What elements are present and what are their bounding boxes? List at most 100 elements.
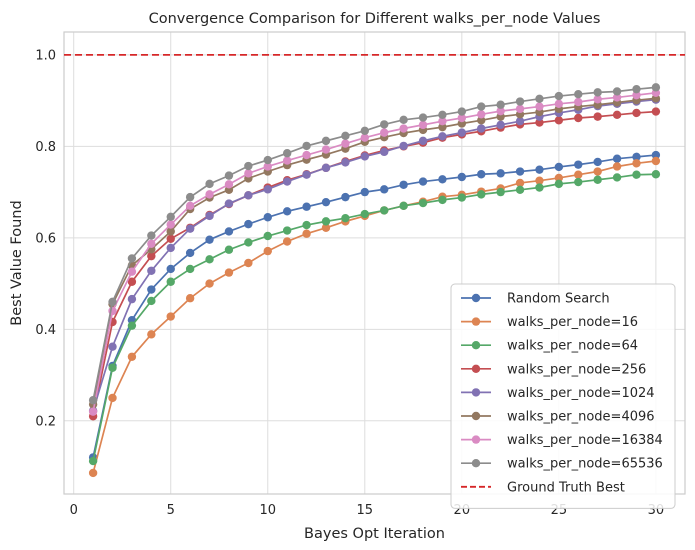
- data-point: [127, 254, 137, 263]
- data-point: [515, 116, 525, 126]
- series-5: [88, 95, 661, 415]
- data-point: [166, 312, 175, 321]
- data-point: [360, 126, 369, 136]
- data-point: [612, 173, 622, 182]
- legend-label: walks_per_node=1024: [507, 386, 655, 401]
- data-point: [593, 157, 602, 167]
- data-point: [263, 155, 272, 165]
- data-point: [535, 176, 544, 185]
- data-point: [535, 165, 544, 174]
- data-point: [127, 352, 137, 361]
- series-layer: [88, 83, 661, 478]
- data-point: [438, 195, 447, 205]
- data-point: [147, 296, 156, 306]
- data-point: [321, 163, 331, 173]
- data-point: [477, 110, 486, 119]
- data-point: [612, 154, 622, 163]
- data-point: [185, 248, 195, 258]
- y-tick-label: 0.4: [35, 323, 56, 338]
- data-point: [302, 170, 311, 179]
- data-point: [438, 122, 447, 132]
- data-point: [554, 162, 564, 172]
- data-point: [515, 97, 525, 106]
- data-point: [651, 170, 661, 179]
- legend-item: walks_per_node=16: [461, 315, 638, 330]
- legend-label: walks_per_node=256: [507, 362, 646, 377]
- data-point: [341, 139, 350, 148]
- data-point: [477, 170, 486, 179]
- data-point: [224, 180, 234, 189]
- data-point: [263, 231, 272, 241]
- legend: Random Search walks_per_node=16 walks_per_…: [450, 283, 676, 509]
- data-point: [380, 120, 389, 129]
- data-point: [108, 342, 117, 351]
- legend-marker: [471, 341, 481, 350]
- data-point: [496, 169, 505, 178]
- series-8: [88, 83, 661, 405]
- data-point: [224, 199, 234, 208]
- y-tick-label: 1.0: [35, 48, 56, 63]
- data-point: [302, 220, 311, 230]
- data-point: [341, 192, 350, 202]
- data-point: [108, 363, 117, 372]
- data-point: [263, 213, 272, 222]
- data-point: [477, 102, 486, 111]
- data-point: [282, 226, 292, 235]
- y-tick-label: 0.6: [35, 231, 56, 246]
- data-point: [399, 180, 408, 189]
- data-point: [515, 185, 525, 195]
- legend-item: walks_per_node=16384: [461, 433, 663, 448]
- data-point: [438, 116, 447, 126]
- data-point: [612, 162, 622, 171]
- data-point: [282, 149, 292, 158]
- data-point: [185, 192, 195, 202]
- legend-label: Ground Truth Best: [507, 480, 625, 495]
- data-point: [477, 116, 486, 125]
- data-point: [399, 141, 408, 151]
- data-point: [457, 107, 467, 116]
- data-point: [554, 99, 564, 109]
- data-point: [205, 179, 214, 189]
- data-point: [127, 294, 137, 304]
- data-point: [612, 93, 622, 102]
- data-point: [418, 113, 428, 122]
- data-point: [632, 159, 641, 168]
- data-point: [88, 468, 98, 478]
- y-axis-label: Best Value Found: [9, 200, 25, 325]
- legend-item: Random Search: [461, 292, 610, 307]
- data-point: [399, 124, 408, 133]
- data-point: [341, 213, 350, 223]
- data-point: [263, 162, 272, 171]
- data-point: [282, 207, 292, 216]
- data-point: [496, 106, 505, 116]
- data-point: [205, 211, 214, 221]
- data-point: [360, 133, 369, 142]
- data-point: [321, 223, 331, 232]
- data-point: [127, 277, 137, 286]
- data-point: [457, 113, 467, 123]
- y-tick-label: 0.2: [35, 414, 56, 429]
- data-point: [147, 285, 156, 294]
- data-point: [574, 97, 583, 107]
- data-point: [88, 456, 98, 466]
- data-point: [515, 104, 525, 114]
- data-point: [399, 201, 408, 211]
- legend-item: Ground Truth Best: [461, 480, 625, 495]
- data-point: [88, 407, 98, 416]
- x-tick-label: 10: [259, 503, 276, 518]
- data-point: [554, 116, 564, 125]
- x-tick-label: 5: [167, 503, 175, 518]
- legend-item: walks_per_node=65536: [461, 457, 663, 472]
- data-point: [244, 258, 253, 268]
- legend-item: walks_per_node=1024: [461, 386, 655, 401]
- legend-label: Random Search: [507, 292, 610, 307]
- data-point: [263, 185, 272, 194]
- data-point: [127, 321, 137, 330]
- data-point: [496, 100, 505, 109]
- data-point: [651, 156, 661, 166]
- data-point: [360, 209, 369, 219]
- y-tick-label: 0.8: [35, 140, 56, 155]
- data-point: [632, 108, 641, 118]
- data-point: [554, 173, 564, 183]
